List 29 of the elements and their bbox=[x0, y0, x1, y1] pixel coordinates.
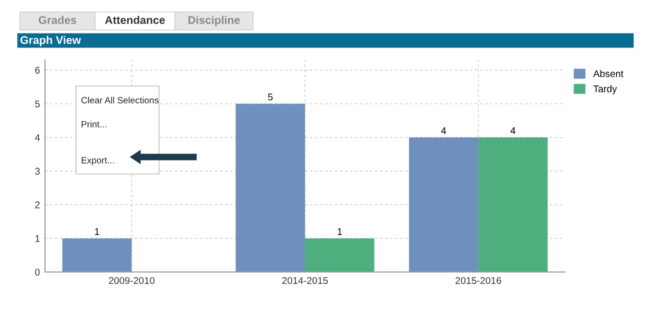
bar bbox=[62, 238, 132, 272]
data-label: 1 bbox=[338, 228, 342, 235]
legend-label: Absent bbox=[593, 70, 624, 78]
data-label: 1 bbox=[95, 228, 100, 235]
bar bbox=[236, 104, 305, 272]
annotation: Export... bbox=[82, 157, 114, 166]
y-tick-label: 2 bbox=[35, 201, 40, 208]
y-tick-label: 5 bbox=[35, 100, 40, 108]
legend-label: Tardy bbox=[593, 85, 617, 94]
annotation: Clear All Selections bbox=[81, 96, 158, 104]
x-tick-label: 2014-2015 bbox=[282, 277, 328, 284]
y-tick-label: 3 bbox=[35, 168, 40, 175]
data-label: 4 bbox=[441, 127, 446, 134]
y-tick-label: 1 bbox=[35, 235, 40, 242]
bar bbox=[305, 238, 374, 272]
text: Attendance bbox=[105, 16, 165, 24]
data-label: 5 bbox=[268, 94, 273, 100]
bar bbox=[409, 137, 478, 272]
y-tick-label: 4 bbox=[34, 134, 40, 141]
annotation: Print... bbox=[82, 120, 106, 128]
y-tick-label: 0 bbox=[35, 268, 40, 276]
text: Discipline bbox=[188, 16, 240, 26]
text: Grades bbox=[38, 16, 76, 24]
chart-title: Graph View bbox=[20, 36, 81, 46]
bar bbox=[478, 137, 548, 272]
data-label: 4 bbox=[510, 127, 516, 134]
x-tick-label: 2009-2010 bbox=[108, 277, 155, 284]
y-tick-label: 6 bbox=[35, 66, 40, 74]
x-tick-label: 2015-2016 bbox=[456, 277, 502, 284]
